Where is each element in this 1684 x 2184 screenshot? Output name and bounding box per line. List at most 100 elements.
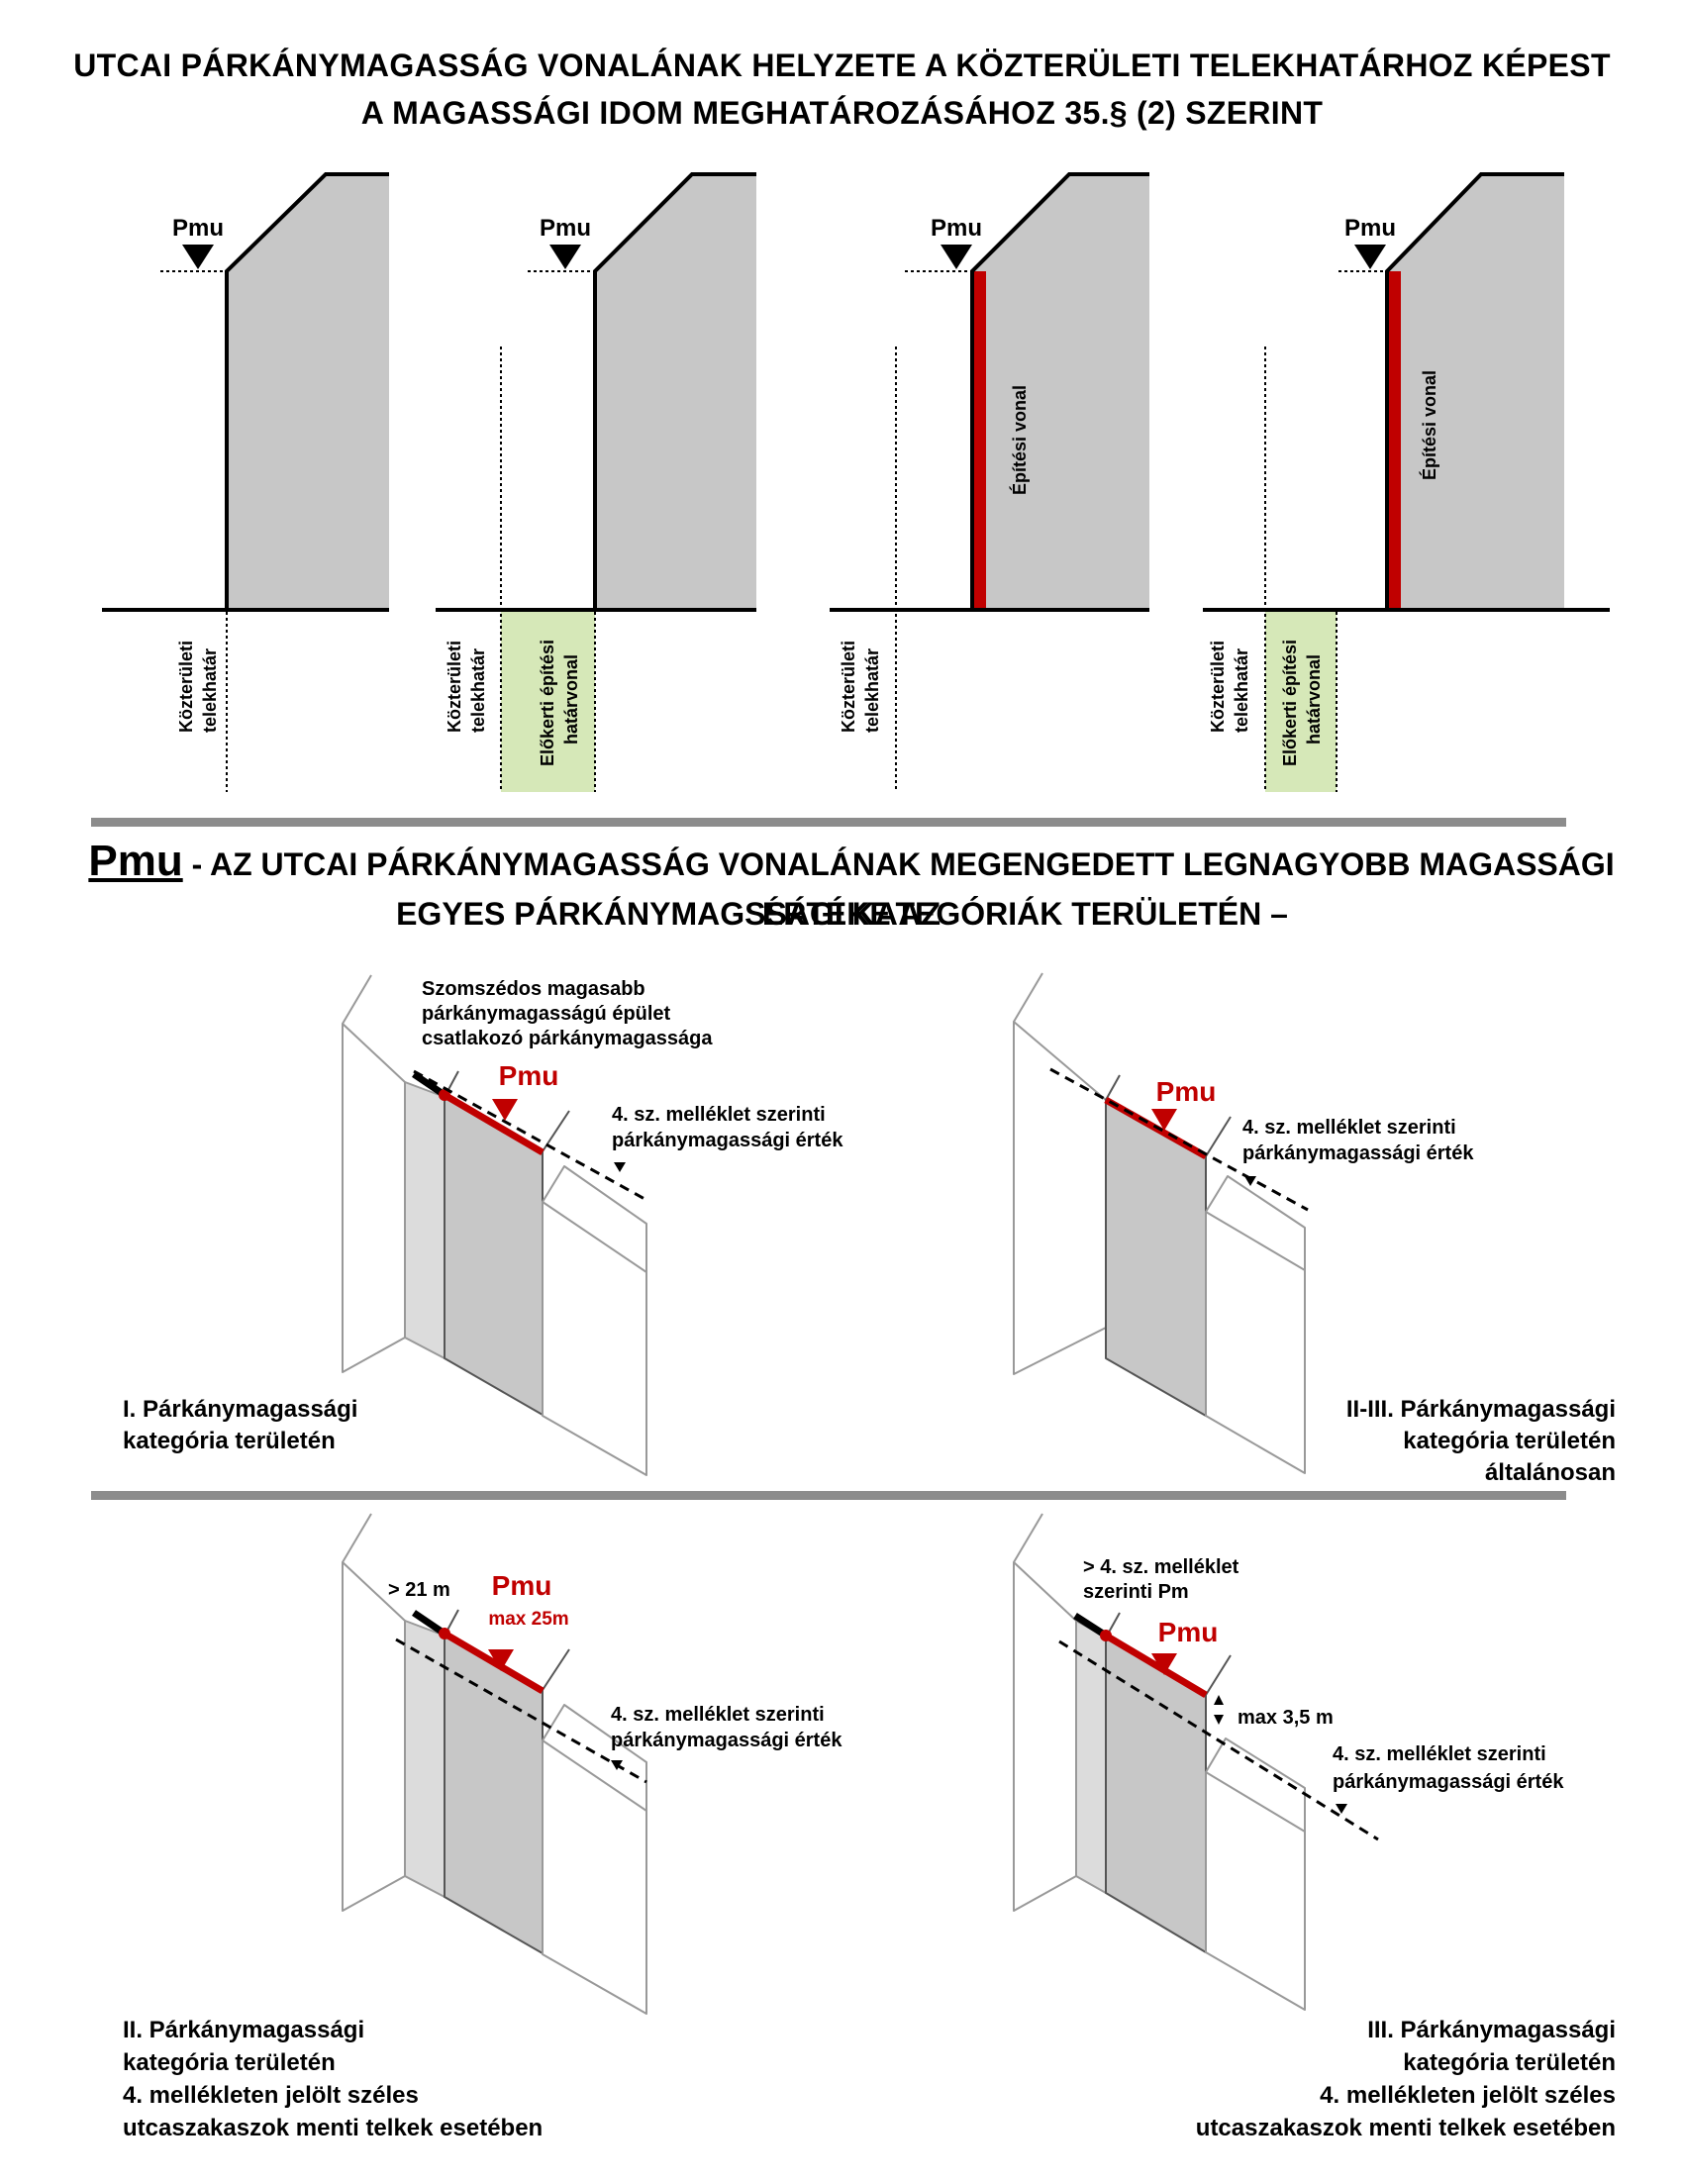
reference-dashed-line (413, 1069, 647, 1202)
building-outline (593, 172, 756, 610)
iso-panel-4: Pmu > 4. sz. melléklet szerinti Pm max 3… (1013, 1513, 1616, 2141)
elokerti-label-2: határvonal (561, 654, 581, 745)
max35-arrow-down (1214, 1715, 1224, 1725)
kozteruleti-label-1: Közterületi (1208, 641, 1228, 733)
kozteruleti-label-2: telekhatár (1232, 648, 1251, 733)
roof-outline-left (342, 1513, 372, 1563)
elokerti-label-2: határvonal (1304, 654, 1324, 745)
adjacent-cornice-black (412, 1610, 446, 1637)
caption-1-line-2: kategória területén (123, 1428, 336, 1454)
reference-dashed-line (395, 1638, 647, 1784)
adjacent-cornice-black (412, 1071, 446, 1098)
building-edge (1205, 1654, 1232, 1696)
neighbor-face-right (542, 1739, 647, 2015)
roof-outline-left (342, 974, 372, 1025)
melleklet-label-2: párkánymagassági érték (611, 1730, 842, 1751)
building-face-left (1013, 1021, 1107, 1375)
gt21-label: > 21 m (388, 1579, 450, 1601)
caption-3-line-4: utcaszakaszok menti telkek esetében (123, 2115, 543, 2141)
melleklet-label-1: 4. sz. melléklet szerinti (612, 1104, 826, 1126)
szomszedos-label-1: Szomszédos magasabb (422, 978, 645, 1000)
section-panel-1: Pmu Közterületi telekhatár (102, 172, 389, 792)
section-panel-3: Pmu Építési vonal Közterületi telekhatár (830, 172, 1149, 792)
neighbor-face-light (404, 1620, 446, 1898)
elokerti-label-1: Előkerti építési (1280, 640, 1300, 766)
neighbor-face-right (542, 1201, 647, 1476)
building-profile (972, 174, 1149, 610)
max35-label: max 3,5 m (1238, 1707, 1334, 1729)
neighbor-face-light (404, 1081, 446, 1359)
pmu-red-line (1104, 1632, 1208, 1699)
section-divider-1 (91, 818, 1566, 827)
caption-3-line-3: 4. mellékleten jelölt széles (123, 2082, 419, 2109)
szomszedos-label-2: párkánymagasságú épület (422, 1003, 671, 1025)
neighbor-roof (542, 1704, 647, 1811)
iso-panel-3: Pmu max 25m > 21 m 4. sz. melléklet szer… (123, 1513, 842, 2141)
pmu-marker (549, 245, 581, 269)
pmu-red-marker (488, 1649, 514, 1671)
caption-4-line-4: utcaszakaszok menti telkek esetében (1196, 2115, 1616, 2141)
gt4-label-1: > 4. sz. melléklet (1083, 1556, 1239, 1578)
neighbor-face-right (1205, 1211, 1306, 1474)
title-line-2: A MAGASSÁGI IDOM MEGHATÁROZÁSÁHOZ 35.§ (… (360, 95, 1324, 131)
pmu-red-line (443, 1091, 545, 1156)
reference-marker (1336, 1804, 1347, 1814)
pmu-red-marker (1151, 1653, 1177, 1675)
pmu-red-marker (1151, 1109, 1177, 1131)
epitesi-vonal-red-bar (1387, 271, 1401, 610)
melleklet-label-1: 4. sz. melléklet szerinti (1333, 1743, 1546, 1765)
section-panel-2: Pmu Közterületi telekhatár Előkerti épít… (436, 172, 756, 792)
epitesi-vonal-red-bar (972, 271, 986, 610)
caption-3-line-1: II. Párkánymagassági (123, 2017, 364, 2043)
melleklet-label-2: párkánymagassági érték (1242, 1142, 1474, 1164)
reference-dashed-line (1049, 1067, 1309, 1212)
melleklet-label-2: párkánymagassági érték (612, 1130, 843, 1151)
pmu-definition-line-2: EGYES PÁRKÁNYMAGSSÁGI KATEGÓRIÁK TERÜLET… (396, 896, 1288, 932)
neighbor-roof (1205, 1175, 1306, 1270)
melleklet-label-1: 4. sz. melléklet szerinti (1242, 1117, 1456, 1139)
pmu-red-label: Pmu (492, 1570, 552, 1601)
kozteruleti-label-1: Közterületi (176, 641, 196, 733)
pmu-label: Pmu (1344, 215, 1396, 242)
pmu-definition-line-1: - AZ UTCAI PÁRKÁNYMAGASSÁG VONALÁNAK MEG… (182, 846, 1615, 932)
reference-dashed-line (1058, 1639, 1379, 1841)
elokerti-label-1: Előkerti építési (538, 640, 557, 766)
caption-2-line-3: általánosan (1485, 1459, 1616, 1486)
pmu-red-label: Pmu (499, 1060, 559, 1091)
section-divider-2 (91, 1491, 1566, 1500)
max25-label: max 25m (488, 1609, 568, 1630)
szomszedos-label-3: csatlakozó párkánymagassága (422, 1028, 713, 1049)
neighbor-roof (1205, 1737, 1306, 1832)
front-yard-zone (1265, 612, 1337, 792)
pmu-red-dot (439, 1628, 450, 1639)
max35-arrow-up (1214, 1695, 1224, 1705)
pmu-marker (1354, 245, 1386, 269)
neighbor-face-right (1205, 1771, 1306, 2011)
building-outline (970, 172, 1149, 610)
building-edge (542, 1648, 570, 1691)
pmu-marker (941, 245, 972, 269)
caption-2-line-2: kategória területén (1403, 1428, 1616, 1454)
pmu-abbreviation: Pmu (88, 837, 183, 885)
kozteruleti-label-1: Közterületi (445, 641, 464, 733)
caption-4-line-2: kategória területén (1403, 2049, 1616, 2076)
pmu-marker (182, 245, 214, 269)
iso-panel-2: Pmu 4. sz. melléklet szerinti párkánymag… (1013, 972, 1616, 1486)
melleklet-label-1: 4. sz. melléklet szerinti (611, 1704, 825, 1726)
reference-marker (614, 1162, 626, 1172)
kozteruleti-label-2: telekhatár (862, 648, 882, 733)
building-profile (1387, 174, 1564, 610)
pmu-red-label: Pmu (1158, 1617, 1219, 1647)
caption-2-line-1: II-III. Párkánymagassági (1346, 1396, 1616, 1423)
pmu-definition-heading: Pmu - AZ UTCAI PÁRKÁNYMAGASSÁG VONALÁNAK… (30, 837, 1673, 939)
reference-marker (1244, 1176, 1256, 1186)
front-yard-zone (501, 612, 595, 792)
pmu-label: Pmu (540, 215, 591, 242)
building-edge (1105, 1074, 1121, 1101)
building-profile (227, 174, 389, 610)
kozteruleti-label-1: Közterületi (839, 641, 858, 733)
pmu-red-dot (1100, 1630, 1112, 1641)
epitesi-vonal-label: Építési vonal (1419, 370, 1439, 480)
building-profile (595, 174, 756, 610)
